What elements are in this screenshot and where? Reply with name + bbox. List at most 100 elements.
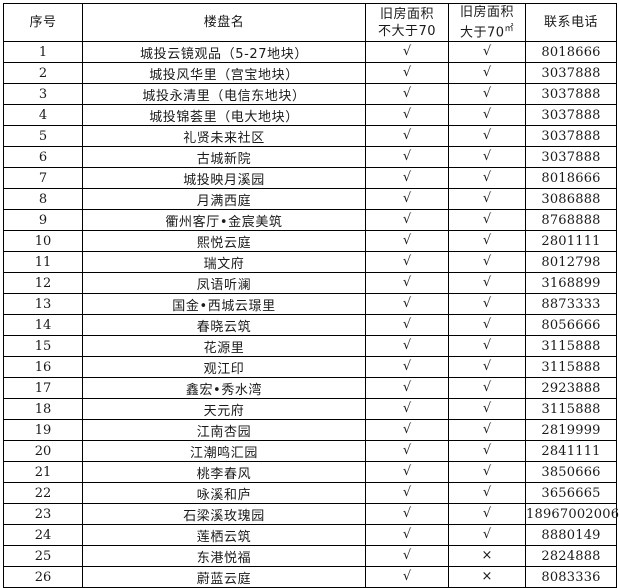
cell-phone: 3086888 (525, 188, 617, 211)
cell-phone: 3115888 (525, 356, 617, 379)
cell-area-le-70-mark: √ (365, 356, 449, 379)
cell-index: 11 (3, 251, 83, 274)
cell-property-name: 城投映月溪园 (82, 167, 366, 190)
cell-area-gt-70-mark: √ (448, 146, 526, 169)
cell-index: 14 (3, 314, 83, 337)
cell-index: 7 (3, 167, 83, 190)
cell-area-gt-70-mark: √ (448, 230, 526, 253)
cell-property-name: 观江印 (82, 356, 366, 379)
cell-area-le-70-mark: √ (365, 209, 449, 232)
column-header-area-gt-70-text: 大于70 (459, 25, 505, 41)
cell-phone: 2841111 (525, 440, 617, 463)
cell-phone: 18967002006 (525, 503, 619, 526)
cell-index: 9 (3, 209, 83, 232)
cell-area-le-70-mark: √ (365, 314, 449, 337)
cell-area-le-70-mark: √ (365, 398, 449, 421)
cell-phone: 3037888 (525, 83, 617, 106)
cell-area-gt-70-mark: √ (448, 188, 526, 211)
table-row: 13 国金•西城云璟里 √ √ 8873333 (3, 293, 617, 316)
column-header-area-le-70-line2: 不大于70 (377, 23, 437, 39)
cell-property-name: 天元府 (82, 398, 366, 421)
cell-area-le-70-mark: √ (365, 335, 449, 358)
cell-area-le-70-mark: √ (365, 440, 449, 463)
cell-area-le-70-mark: √ (365, 377, 449, 400)
table-row: 5 礼贤未来社区 √ √ 3037888 (3, 125, 617, 148)
cell-area-gt-70-mark: √ (448, 503, 526, 526)
cell-area-gt-70-mark: √ (448, 356, 526, 379)
cell-phone: 3168899 (525, 272, 617, 295)
cell-property-name: 衢州客厅•金宸美筑 (82, 209, 366, 232)
cell-property-name: 城投云镜观品（5-27地块） (82, 41, 366, 64)
square-meter-unit: ㎡ (504, 24, 515, 34)
cell-index: 19 (3, 419, 83, 442)
cell-area-gt-70-mark: √ (448, 293, 526, 316)
table-row: 11 瑞文府 √ √ 8012798 (3, 251, 617, 274)
cell-index: 20 (3, 440, 83, 463)
cell-index: 1 (3, 41, 83, 64)
cell-index: 10 (3, 230, 83, 253)
cell-phone: 8880149 (525, 524, 617, 547)
table-row: 1 城投云镜观品（5-27地块） √ √ 8018666 (3, 41, 617, 64)
cell-area-gt-70-mark: √ (448, 461, 526, 484)
cell-area-le-70-mark: √ (365, 419, 449, 442)
cell-property-name: 礼贤未来社区 (82, 125, 366, 148)
cell-property-name: 城投锦荟里（电大地块） (82, 104, 366, 127)
table-row: 26 蔚蓝云庭 √ × 8083336 (3, 566, 617, 588)
column-header-name: 楼盘名 (82, 2, 366, 43)
cell-index: 3 (3, 83, 83, 106)
cell-phone: 2819999 (525, 419, 617, 442)
table-row: 12 凤语听澜 √ √ 3168899 (3, 272, 617, 295)
table-row: 15 花源里 √ √ 3115888 (3, 335, 617, 358)
column-header-index-label: 序号 (29, 15, 57, 31)
table-row: 7 城投映月溪园 √ √ 8018666 (3, 167, 617, 190)
table-row: 4 城投锦荟里（电大地块） √ √ 3037888 (3, 104, 617, 127)
cell-phone: 8018666 (525, 41, 617, 64)
cell-area-le-70-mark: √ (365, 188, 449, 211)
cell-phone: 3037888 (525, 104, 617, 127)
cell-phone: 3037888 (525, 125, 617, 148)
cell-index: 25 (3, 545, 83, 568)
cell-area-gt-70-mark: √ (448, 83, 526, 106)
cell-index: 21 (3, 461, 83, 484)
cell-property-name: 江南杏园 (82, 419, 366, 442)
column-header-area-gt-70-line1: 旧房面积 (459, 5, 514, 20)
cell-phone: 3037888 (525, 62, 617, 85)
cell-area-le-70-mark: √ (365, 566, 449, 588)
table-row: 8 月满西庭 √ √ 3086888 (3, 188, 617, 211)
cell-phone: 2923888 (525, 377, 617, 400)
cell-phone: 8056666 (525, 314, 617, 337)
cell-property-name: 江潮鸣汇园 (82, 440, 366, 463)
cell-index: 4 (3, 104, 83, 127)
cell-property-name: 桃李春风 (82, 461, 366, 484)
column-header-area-le-70-line1: 旧房面积 (379, 6, 434, 22)
cell-area-le-70-mark: √ (365, 461, 449, 484)
table-row: 10 熙悦云庭 √ √ 2801111 (3, 230, 617, 253)
cell-area-le-70-mark: √ (365, 104, 449, 127)
cell-area-le-70-mark: √ (365, 146, 449, 169)
table-row: 14 春晓云筑 √ √ 8056666 (3, 314, 617, 337)
cell-phone: 8873333 (525, 293, 617, 316)
cell-area-gt-70-mark: × (448, 545, 526, 568)
cell-area-gt-70-mark: √ (448, 104, 526, 127)
table-row: 9 衢州客厅•金宸美筑 √ √ 8768888 (3, 209, 617, 232)
cell-phone: 8012798 (525, 251, 617, 274)
cell-property-name: 瑞文府 (82, 251, 366, 274)
cell-area-gt-70-mark: √ (448, 419, 526, 442)
cell-property-name: 古城新院 (82, 146, 366, 169)
cell-phone: 8018666 (525, 167, 617, 190)
cell-index: 18 (3, 398, 83, 421)
cell-phone: 8768888 (525, 209, 617, 232)
table-header: 序号 楼盘名 旧房面积 不大于70 旧房面积 大于70㎡ 联系电话 (3, 2, 617, 43)
cell-area-gt-70-mark: √ (448, 209, 526, 232)
property-listing-table: 序号 楼盘名 旧房面积 不大于70 旧房面积 大于70㎡ 联系电话 1 城投云镜观… (3, 2, 619, 588)
cell-property-name: 熙悦云庭 (82, 230, 366, 253)
cell-area-le-70-mark: √ (365, 251, 449, 274)
cell-area-gt-70-mark: √ (448, 167, 526, 190)
cell-phone: 3115888 (525, 398, 617, 421)
cell-index: 6 (3, 146, 83, 169)
table-row: 17 鑫宏•秀水湾 √ √ 2923888 (3, 377, 617, 400)
cell-index: 17 (3, 377, 83, 400)
cell-phone: 3037888 (525, 146, 617, 169)
cell-area-le-70-mark: √ (365, 41, 449, 64)
column-header-index: 序号 (3, 2, 83, 43)
